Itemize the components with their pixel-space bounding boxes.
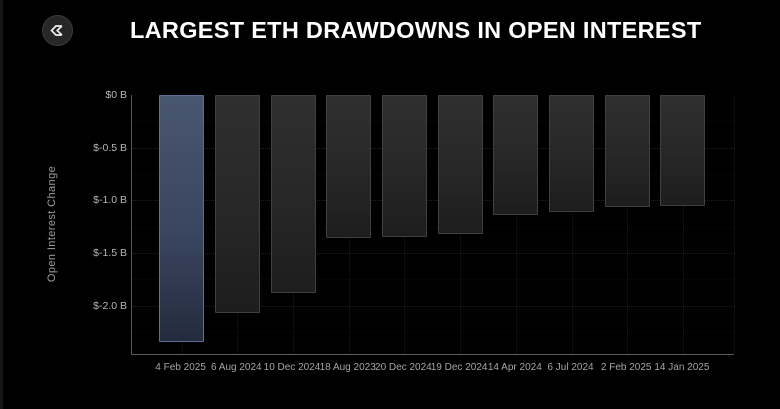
x-tick-label: 14 Jan 2025: [654, 362, 710, 373]
y-tick-label: $-1.0 B: [93, 194, 127, 207]
chart-bar-6-jul-2024: [549, 95, 594, 212]
vertical-gridline: [627, 95, 629, 354]
y-tick-label: $-2.0 B: [93, 299, 127, 312]
chart-bar-4-feb-2025: [159, 95, 205, 342]
chart-bar-2-feb-2025: [604, 95, 650, 207]
y-tick-label: $0 B: [105, 89, 127, 101]
vertical-gridline: [571, 95, 573, 354]
minor-gridline: [132, 121, 734, 123]
chart-bar-20-dec-2024: [381, 95, 427, 237]
major-gridline: [132, 200, 734, 202]
chart-bar-6-aug-2024: [214, 95, 260, 313]
vertical-gridline: [682, 95, 684, 354]
minor-gridline: [132, 226, 734, 228]
x-tick-label: 4 Feb 2025: [155, 362, 206, 373]
major-gridline: [132, 252, 734, 254]
plot-right-edge: [734, 95, 735, 354]
chart-bar-14-apr-2024: [493, 95, 539, 215]
x-tick-label: 6 Aug 2024: [210, 362, 262, 373]
x-tick-label: 18 Aug 2023: [319, 362, 376, 373]
y-tick-label: $-1.5 B: [93, 246, 127, 259]
minor-gridline: [132, 279, 734, 281]
minor-gridline: [132, 173, 734, 175]
chart-bar-14-jan-2025: [660, 95, 706, 206]
chart-bar-10-dec-2024: [270, 95, 316, 293]
major-gridline: [132, 147, 734, 149]
x-tick-label: 6 Jul 2024: [547, 362, 594, 373]
minor-gridline: [132, 331, 734, 333]
x-tick-label: 19 Dec 2024: [430, 362, 488, 373]
x-tick-label: 2 Feb 2025: [600, 362, 652, 373]
vertical-gridline: [515, 95, 517, 354]
velo-sigma-logo-icon: [42, 15, 73, 46]
y-axis-title: Open Interest Change: [46, 165, 58, 283]
major-gridline: [132, 305, 734, 307]
x-tick-label: 10 Dec 2024: [263, 362, 321, 373]
plot-area: [131, 95, 735, 355]
chart-bar-19-dec-2024: [437, 95, 483, 234]
y-tick-label: $-0.5 B: [93, 141, 127, 154]
x-tick-label: 14 Apr 2024: [487, 362, 542, 373]
chart-bar-18-aug-2023: [326, 95, 372, 238]
chart-title: LARGEST ETH DRAWDOWNS IN OPEN INTEREST: [130, 17, 702, 43]
x-tick-label: 20 Dec 2024: [375, 362, 432, 373]
left-edge-strip: [0, 0, 3, 409]
